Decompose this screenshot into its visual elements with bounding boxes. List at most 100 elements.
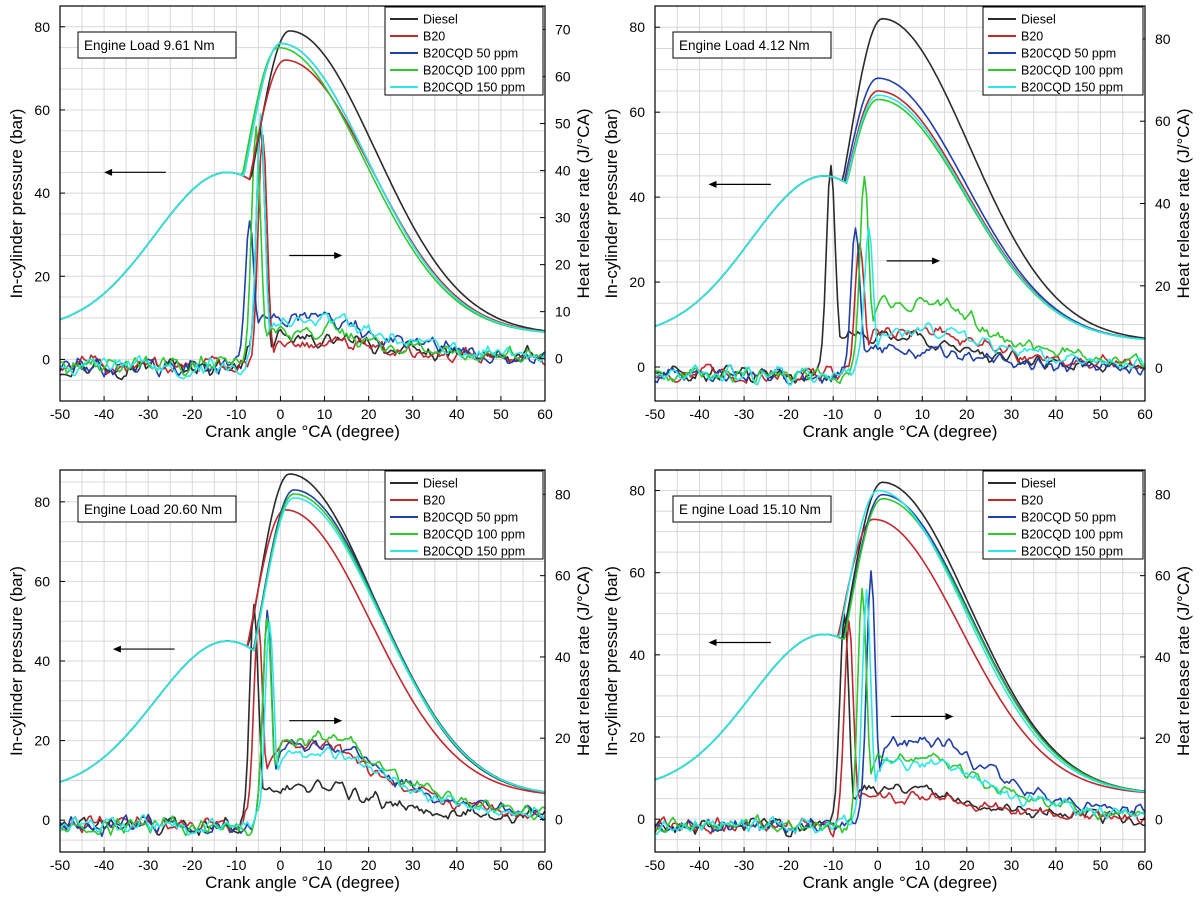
x-tick-label: 40 xyxy=(1048,857,1064,873)
y-left-tick-label: 40 xyxy=(34,653,50,669)
engine-load-box xyxy=(672,31,832,59)
legend-box xyxy=(982,6,1144,96)
x-tick-label: 20 xyxy=(361,406,377,422)
x-tick-label: 20 xyxy=(959,857,975,873)
hrr-line-b20cqd-150-ppm xyxy=(60,621,545,836)
hrr-line-b20cqd-100-ppm xyxy=(60,125,545,376)
x-axis-label: Crank angle °CA (degree) xyxy=(803,422,998,441)
engine-load-box xyxy=(77,31,237,59)
x-tick-label: 40 xyxy=(449,406,465,422)
x-tick-label: -40 xyxy=(689,857,709,873)
y-right-tick-label: 60 xyxy=(1155,113,1171,129)
y-left-tick-label: 20 xyxy=(34,268,50,284)
legend-box xyxy=(982,470,1144,560)
y-right-tick-label: 20 xyxy=(1155,278,1171,294)
y-right-tick-label: 40 xyxy=(555,649,571,665)
x-tick-label: -20 xyxy=(182,857,202,873)
y-right-tick-label: 60 xyxy=(555,69,571,85)
hrr-line-b20cqd-150-ppm xyxy=(60,113,545,380)
y-left-tick-label: 40 xyxy=(629,189,645,205)
legend-entry: B20 xyxy=(423,494,445,508)
x-tick-label: 0 xyxy=(277,857,285,873)
chart-panel-bottom-right: -50 -40 -30 -20 -10 0 10 20 30 40 50 60 0 20 40 60 80 0 20… xyxy=(602,469,1193,892)
pressure-line-b20cqd-150-ppm xyxy=(60,42,545,333)
legend-entry: B20CQD 50 ppm xyxy=(423,511,518,525)
arrow-left-icon xyxy=(112,645,121,653)
x-tick-label: -10 xyxy=(823,406,843,422)
hrr-line-b20 xyxy=(655,620,1145,838)
x-tick-label: -10 xyxy=(226,406,246,422)
x-axis-label: Crank angle °CA (degree) xyxy=(205,873,400,892)
y-right-tick-label: 0 xyxy=(555,351,563,367)
engine-load-label: Engine Load 4.12 Nm xyxy=(679,38,810,53)
legend-entry: B20CQD 100 ppm xyxy=(1021,528,1123,542)
y-right-tick-label: 40 xyxy=(1155,196,1171,212)
y-right-tick-label: 40 xyxy=(1155,649,1171,665)
legend-entry: B20CQD 100 ppm xyxy=(1021,64,1123,78)
curves xyxy=(60,473,545,838)
y-left-axis-label: In-cylinder pressure (bar) xyxy=(7,109,26,299)
engine-load-label: E ngine Load 15.10 Nm xyxy=(679,502,821,517)
y-left-axis-label: In-cylinder pressure (bar) xyxy=(602,109,621,299)
y-right-tick-label: 50 xyxy=(555,116,571,132)
legend-entry: B20 xyxy=(1021,30,1043,44)
x-tick-label: -40 xyxy=(689,406,709,422)
y-left-tick-label: 20 xyxy=(629,729,645,745)
y-left-tick-label: 0 xyxy=(637,359,645,375)
x-tick-label: -20 xyxy=(779,857,799,873)
x-tick-label: -30 xyxy=(734,406,754,422)
y-right-tick-label: 0 xyxy=(1155,811,1163,827)
legend-entry: Diesel xyxy=(423,477,458,491)
legend-entry: B20CQD 100 ppm xyxy=(423,64,525,78)
legend-box xyxy=(384,6,544,96)
x-tick-label: 0 xyxy=(277,406,285,422)
legend-entry: B20CQD 50 ppm xyxy=(1021,47,1116,61)
legend-entry: Diesel xyxy=(423,13,458,27)
legend-entry: Diesel xyxy=(1021,13,1056,27)
hrr-line-b20cqd-100-ppm xyxy=(655,175,1145,385)
x-tick-label: 30 xyxy=(405,857,421,873)
engine-load-box xyxy=(672,495,832,523)
x-tick-label: -50 xyxy=(645,857,665,873)
y-right-tick-label: 30 xyxy=(555,210,571,226)
x-tick-label: 30 xyxy=(405,406,421,422)
x-tick-label: 30 xyxy=(1004,857,1020,873)
legend-entry: B20CQD 150 ppm xyxy=(423,81,525,95)
x-tick-label: 10 xyxy=(317,857,333,873)
plot-frame xyxy=(654,469,1146,853)
x-tick-label: 60 xyxy=(537,857,553,873)
x-axis-label: Crank angle °CA (degree) xyxy=(803,873,998,892)
arrow-right-icon xyxy=(932,257,941,265)
y-right-tick-label: 60 xyxy=(555,568,571,584)
x-tick-label: 10 xyxy=(914,857,930,873)
y-right-tick-label: 10 xyxy=(555,304,571,320)
curves xyxy=(655,481,1145,838)
hrr-line-b20cqd-150-ppm xyxy=(655,227,1145,386)
y-left-tick-label: 80 xyxy=(629,483,645,499)
y-left-tick-label: 20 xyxy=(629,274,645,290)
x-tick-label: 30 xyxy=(1004,406,1020,422)
y-right-tick-label: 80 xyxy=(555,486,571,502)
engine-load-label: Engine Load 20.60 Nm xyxy=(84,502,222,517)
curves xyxy=(655,17,1145,386)
x-tick-label: -10 xyxy=(823,857,843,873)
x-tick-label: -30 xyxy=(138,857,158,873)
legend-entry: B20 xyxy=(423,30,445,44)
arrow-right-icon xyxy=(945,712,954,720)
x-tick-label: 50 xyxy=(1093,857,1109,873)
x-tick-label: 0 xyxy=(874,406,882,422)
arrow-left-icon xyxy=(708,180,717,188)
y-left-axis-label: In-cylinder pressure (bar) xyxy=(602,566,621,756)
y-left-axis-label: In-cylinder pressure (bar) xyxy=(7,566,26,756)
hrr-line-b20 xyxy=(655,242,1145,384)
legend-entry: B20 xyxy=(1021,494,1043,508)
pressure-line-b20cqd-150-ppm xyxy=(655,489,1145,793)
legend-entry: B20CQD 150 ppm xyxy=(423,545,525,559)
x-tick-label: 40 xyxy=(1048,406,1064,422)
y-right-tick-label: 20 xyxy=(1155,730,1171,746)
pressure-line-b20cqd-150-ppm xyxy=(655,94,1145,341)
chart-panel-bottom-left: -50 -40 -30 -20 -10 0 10 20 30 40 50 60 0 20 40 60 80 0 20… xyxy=(7,469,593,892)
arrow-left-icon xyxy=(104,168,113,176)
